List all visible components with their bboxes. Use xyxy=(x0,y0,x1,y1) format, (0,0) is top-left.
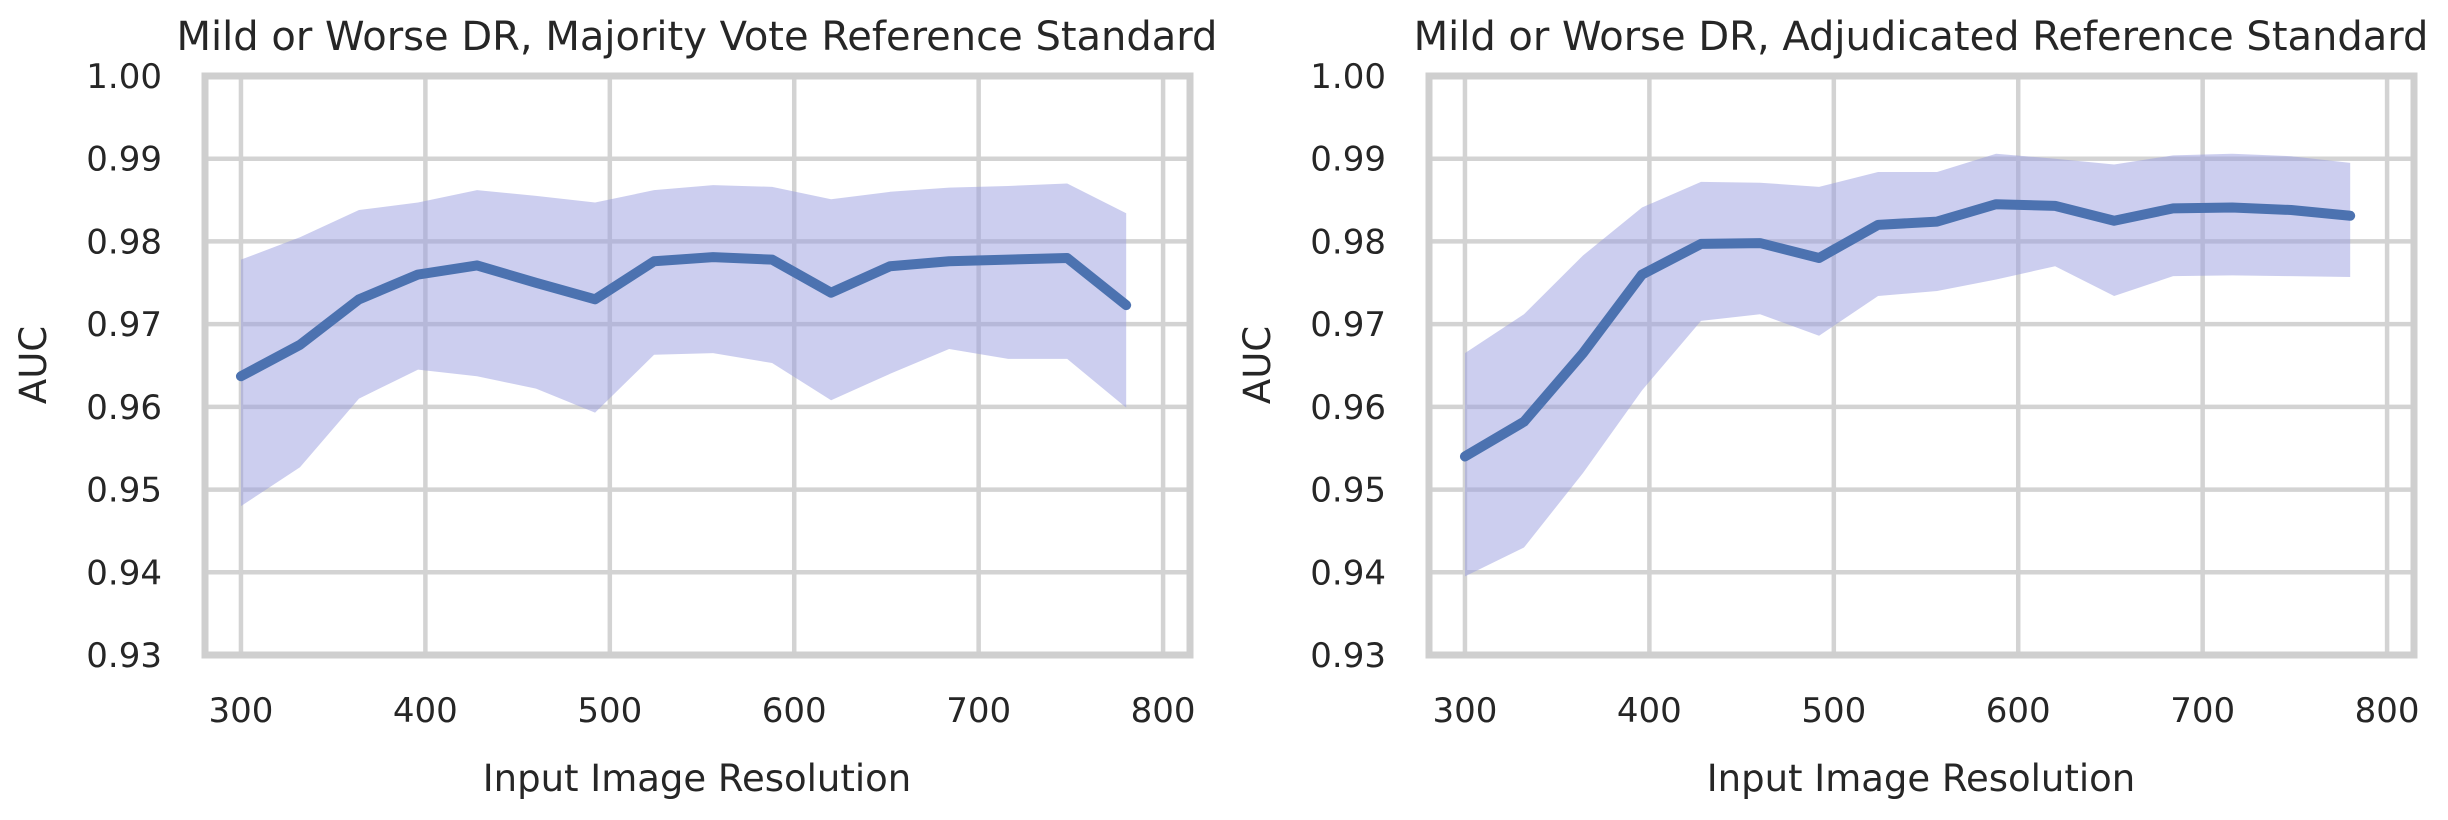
x-tick-label: 500 xyxy=(1801,691,1866,731)
y-tick-label: 0.97 xyxy=(1310,305,1386,345)
adjudicated-chart-canvas: 1.00 0.99 0.98 0.97 0.96 0.95 0.94 0.93 300 400 50… xyxy=(1236,14,2429,800)
x-tick-label: 400 xyxy=(393,691,458,731)
plot-border xyxy=(1425,72,2418,659)
x-axis-label: Input Image Resolution xyxy=(483,757,912,800)
y-tick-label: 0.96 xyxy=(1310,388,1386,428)
majority-vote-chart-canvas: 1.00 0.99 0.98 0.97 0.96 0.95 0.94 0.93 300 400 50… xyxy=(12,14,1218,800)
chart-title: Mild or Worse DR, Majority Vote Referenc… xyxy=(177,14,1218,60)
x-tick-label: 600 xyxy=(1986,691,2051,731)
x-tick-label: 800 xyxy=(2355,691,2420,731)
y-tick-label: 0.94 xyxy=(1310,553,1386,593)
y-axis-label: AUC xyxy=(1236,326,1279,404)
x-tick-label: 700 xyxy=(2170,691,2235,731)
x-axis-label: Input Image Resolution xyxy=(1707,757,2136,800)
x-tick-label: 400 xyxy=(1617,691,1682,731)
x-tick-label: 700 xyxy=(946,691,1011,731)
auc-line xyxy=(235,252,1132,382)
chart-title: Mild or Worse DR, Adjudicated Reference … xyxy=(1414,14,2429,60)
confidence-band xyxy=(1464,153,2351,577)
x-tick-label: 300 xyxy=(209,691,274,731)
y-tick-label: 0.97 xyxy=(86,305,162,345)
auc-line xyxy=(1459,199,2356,462)
y-tick-label: 0.98 xyxy=(1310,222,1386,262)
x-tick-label: 800 xyxy=(1131,691,1196,731)
y-tick-label: 0.99 xyxy=(86,140,162,180)
confidence-band xyxy=(240,183,1127,507)
majority-vote-plot-area: 1.00 0.99 0.98 0.97 0.96 0.95 0.94 0.93 300 400 50… xyxy=(86,57,1195,731)
x-tick-label: 600 xyxy=(762,691,827,731)
chart-adjudicated: 1.00 0.99 0.98 0.97 0.96 0.95 0.94 0.93 300 400 50… xyxy=(1224,0,2448,820)
y-tick-label: 0.96 xyxy=(86,388,162,428)
y-tick-label: 0.93 xyxy=(1310,636,1386,676)
y-tick-label: 0.95 xyxy=(1310,471,1386,511)
y-tick-label: 1.00 xyxy=(1310,57,1386,97)
chart-majority-vote: 1.00 0.99 0.98 0.97 0.96 0.95 0.94 0.93 300 400 50… xyxy=(12,14,1218,800)
plot-border xyxy=(201,72,1194,659)
y-tick-label: 0.99 xyxy=(1310,140,1386,180)
y-axis-label: AUC xyxy=(12,326,55,404)
y-tick-label: 0.95 xyxy=(86,471,162,511)
y-tick-label: 0.93 xyxy=(86,636,162,676)
x-tick-label: 300 xyxy=(1433,691,1498,731)
y-tick-label: 0.98 xyxy=(86,222,162,262)
y-tick-label: 1.00 xyxy=(86,57,162,97)
y-tick-label: 0.94 xyxy=(86,553,162,593)
adjudicated-plot-area: 1.00 0.99 0.98 0.97 0.96 0.95 0.94 0.93 300 400 50… xyxy=(1310,57,2419,731)
x-tick-label: 500 xyxy=(577,691,642,731)
